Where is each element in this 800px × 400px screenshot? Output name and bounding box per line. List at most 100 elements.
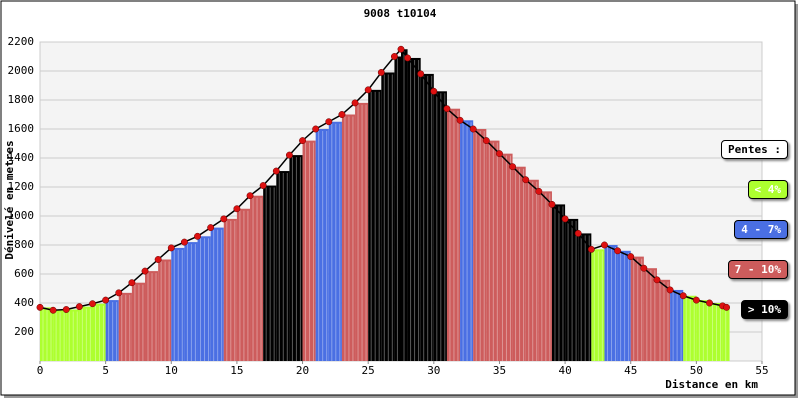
profile-point (404, 54, 412, 62)
slope-bar (722, 305, 727, 361)
slope-bar (131, 282, 146, 361)
slope-bar (460, 120, 474, 361)
profile-point (614, 247, 622, 255)
x-tick-label: 10 (165, 364, 178, 377)
y-tick-label: 1600 (8, 122, 35, 135)
profile-point (180, 238, 188, 246)
profile-point (417, 70, 425, 78)
profile-point (456, 116, 464, 124)
slope-bar (565, 218, 579, 361)
profile-point (548, 200, 556, 208)
slope-bar (53, 310, 67, 361)
slope-bar (709, 303, 723, 361)
slope-bar (236, 208, 251, 361)
slope-bar (401, 49, 408, 361)
slope-bar (446, 108, 461, 361)
x-tick-label: 25 (362, 364, 375, 377)
profile-point (692, 296, 700, 304)
chart-title: 9008 t10104 (364, 7, 437, 20)
profile-point (706, 299, 713, 307)
profile-point (115, 289, 123, 297)
slope-bar (617, 250, 631, 361)
slope-bar (473, 129, 487, 361)
slope-bar (66, 309, 80, 361)
profile-point (220, 215, 228, 223)
slope-bar (92, 303, 106, 361)
profile-point (325, 118, 333, 126)
slope-bar (604, 245, 618, 361)
slope-bar (499, 153, 513, 361)
slope-bar (40, 307, 54, 361)
slope-bar (591, 249, 605, 361)
profile-point (75, 303, 83, 311)
profile-point (128, 279, 136, 287)
legend-item: 4 - 7% (734, 220, 788, 239)
profile-point (561, 215, 569, 223)
slope-bar (433, 91, 447, 362)
slope-bar (328, 121, 342, 361)
profile-point (377, 69, 385, 76)
slope-bar (525, 179, 539, 361)
slope-bar (158, 259, 172, 361)
legend-item: < 4% (747, 180, 788, 199)
slope-bar (341, 114, 356, 361)
profile-point (312, 125, 320, 133)
profile-point (351, 99, 359, 107)
profile-point (430, 87, 438, 95)
x-axis-label: Distance en km (665, 378, 758, 391)
x-tick-label: 50 (690, 364, 703, 377)
slope-bar (79, 306, 93, 361)
x-tick-label: 55 (755, 364, 768, 377)
profile-point (49, 306, 57, 314)
y-tick-label: 400 (14, 296, 34, 309)
y-tick-label: 600 (14, 267, 34, 280)
profile-point (627, 253, 635, 261)
profile-point (364, 86, 372, 94)
profile-point (469, 125, 477, 133)
slope-bar (210, 227, 224, 361)
profile-point (246, 192, 254, 200)
slope-bar (184, 242, 198, 361)
profile-point (36, 303, 44, 311)
profile-point (397, 45, 405, 53)
y-tick-label: 1000 (8, 209, 35, 222)
legend-item: Pentes : (721, 140, 788, 159)
slope-bar (197, 236, 211, 361)
x-tick-label: 40 (558, 364, 571, 377)
profile-point (723, 303, 731, 311)
x-tick-label: 15 (230, 364, 243, 377)
profile-point (285, 151, 293, 159)
y-tick-label: 1400 (8, 151, 35, 164)
profile-point (443, 105, 451, 113)
slope-bar (551, 204, 566, 361)
slope-bar (276, 171, 290, 361)
slope-bar (381, 72, 395, 361)
slope-bar (683, 295, 697, 361)
profile-point (338, 111, 346, 118)
profile-point (522, 176, 530, 184)
profile-point (207, 224, 215, 232)
x-tick-label: 35 (493, 364, 506, 377)
y-axis-label: Dénivelé en metres (3, 140, 16, 259)
profile-point (272, 167, 280, 175)
x-tick-label: 20 (296, 364, 309, 377)
profile-point (535, 187, 543, 195)
slope-bar (289, 155, 303, 361)
slope-bar (630, 256, 644, 361)
profile-point (259, 182, 267, 190)
profile-point (167, 244, 175, 252)
profile-point (390, 53, 398, 60)
y-tick-label: 2200 (8, 35, 35, 48)
profile-point (601, 241, 608, 249)
profile-point (89, 300, 96, 308)
profile-point (141, 267, 149, 275)
slope-bar (643, 268, 657, 361)
slope-bar (368, 89, 382, 361)
profile-point (653, 276, 661, 284)
x-tick-label: 30 (427, 364, 440, 377)
slope-bar (250, 195, 264, 361)
slope-bar (118, 292, 132, 361)
slope-bar (407, 57, 421, 361)
slope-bar (394, 56, 401, 361)
